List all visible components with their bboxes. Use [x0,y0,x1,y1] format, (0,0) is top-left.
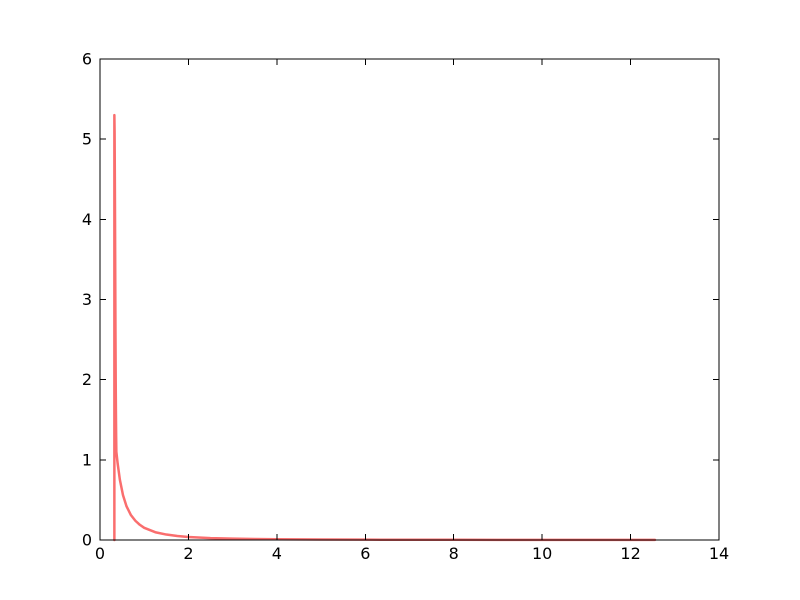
x-tick-label: 0 [95,544,105,563]
plot-area [100,59,719,540]
x-tick-label: 6 [360,544,370,563]
x-tick-label: 14 [709,544,729,563]
x-tick-label: 8 [449,544,459,563]
x-tick-label: 2 [183,544,193,563]
x-tick-label: 10 [532,544,552,563]
y-tick-label: 1 [82,450,92,469]
x-tick-label: 4 [272,544,282,563]
x-tick-label: 12 [620,544,640,563]
y-tick-label: 4 [82,210,92,229]
y-tick-label: 3 [82,290,92,309]
axes-layer [99,58,720,541]
plot-background [100,59,719,540]
y-tick-label: 2 [82,370,92,389]
y-tick-label: 6 [82,50,92,69]
y-tick-label: 0 [82,531,92,550]
y-tick-label: 5 [82,130,92,149]
